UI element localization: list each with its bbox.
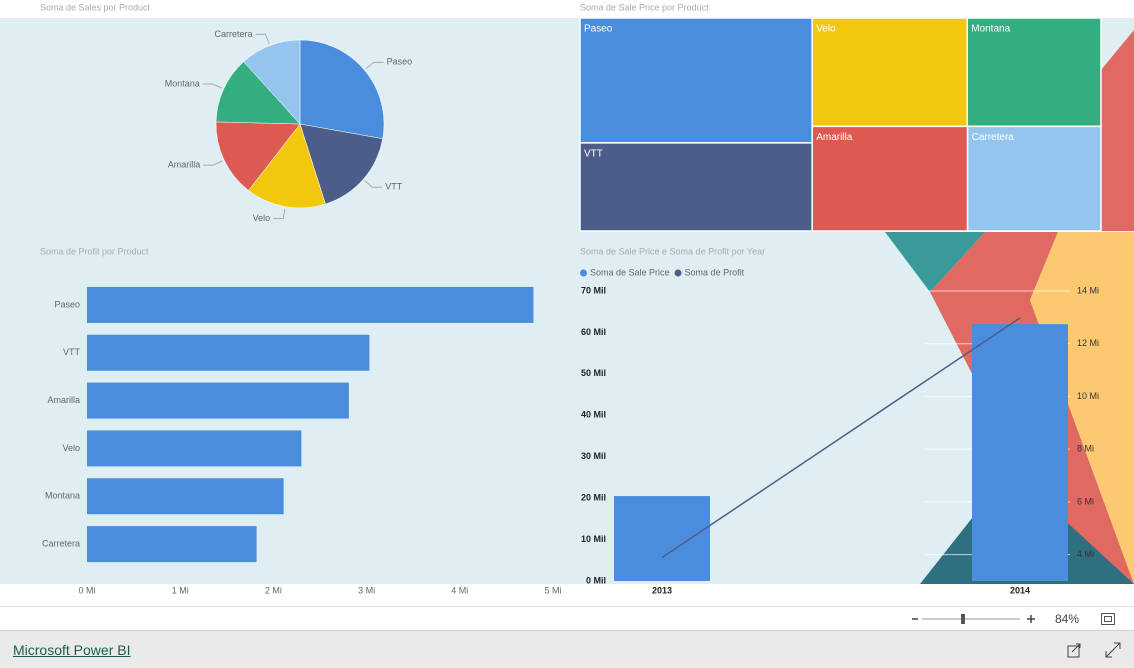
- y2-tick-label: 8 Mi: [1077, 444, 1094, 454]
- y-tick-label: 10 Mil: [581, 534, 606, 544]
- x-tick-label: 3 Mi: [358, 585, 375, 595]
- y-tick-label: Velo: [62, 443, 80, 453]
- bar: [87, 526, 257, 563]
- bg-shape: [885, 232, 985, 292]
- y-tick-label: Carretera: [42, 538, 80, 548]
- chart-title: Soma de Sale Price por Product: [580, 2, 709, 12]
- bar: [972, 324, 1068, 581]
- footer: Microsoft Power BI: [0, 630, 1134, 668]
- x-tick-label: 4 Mi: [451, 585, 468, 595]
- chart-title: Soma de Sale Price e Soma de Profit por …: [580, 246, 765, 256]
- pie-label: VTT: [385, 182, 403, 192]
- legend-label: Soma de Profit: [685, 267, 745, 277]
- y2-tick-label: 14 Mi: [1077, 285, 1099, 295]
- y-tick-label: 30 Mil: [581, 451, 606, 461]
- bar: [87, 478, 284, 515]
- treemap-label: VTT: [584, 149, 603, 160]
- y-tick-label: VTT: [63, 347, 81, 357]
- leader-line: [203, 160, 223, 166]
- leader-line: [365, 61, 384, 70]
- y-tick-label: Montana: [45, 491, 80, 501]
- leader-line: [273, 208, 286, 220]
- leader-line: [255, 33, 270, 44]
- fit-button[interactable]: [1100, 612, 1116, 626]
- line-series: [661, 317, 1021, 559]
- y-tick-label: 60 Mil: [581, 327, 606, 337]
- y2-tick-label: 6 Mi: [1077, 496, 1094, 506]
- y-tick-label: Amarilla: [47, 395, 80, 405]
- x-tick-label: 2014: [1010, 585, 1030, 595]
- y2-tick-label: 12 Mi: [1077, 338, 1099, 348]
- pie-label: Velo: [253, 213, 271, 223]
- pie-slice: [299, 39, 385, 139]
- x-tick-label: 2 Mi: [265, 585, 282, 595]
- x-tick-label: 1 Mi: [172, 585, 189, 595]
- pie-slice: [215, 121, 301, 191]
- treemap-label: Velo: [816, 24, 836, 35]
- report-canvas: Soma de Sales por Product Soma de Sale P…: [0, 2, 1134, 596]
- pie-slice: [243, 39, 301, 125]
- bar: [87, 334, 370, 371]
- footer-icons[interactable]: [1066, 641, 1126, 661]
- legend-marker: [580, 269, 587, 277]
- treemap-cell: [966, 17, 1102, 128]
- leader-line: [364, 180, 383, 188]
- y-tick-label: 40 Mil: [581, 410, 606, 420]
- treemap-label: Paseo: [584, 24, 613, 35]
- treemap-label: Carretera: [972, 132, 1015, 143]
- brand-link[interactable]: Microsoft Power BI: [13, 642, 131, 658]
- y-tick-label: 0 Mil: [586, 575, 606, 585]
- y-tick-label: 70 Mil: [581, 285, 606, 295]
- y2-tick-label: 10 Mi: [1077, 391, 1099, 401]
- y-tick-label: Paseo: [54, 299, 80, 309]
- pie-label: Montana: [165, 78, 200, 88]
- bar: [87, 382, 349, 419]
- chart-title: Soma de Profit por Product: [40, 246, 149, 256]
- chart-title: Soma de Sales por Product: [40, 2, 151, 12]
- bar: [87, 430, 302, 467]
- zoom-bar: 84%: [0, 606, 1134, 631]
- bar: [614, 496, 710, 581]
- treemap-label: Montana: [971, 24, 1010, 35]
- treemap-cell: [579, 17, 813, 144]
- zoom-level: 84%: [1055, 612, 1080, 626]
- pie-slice: [215, 61, 301, 125]
- pie-slice: [299, 123, 383, 205]
- y2-tick-label: 4 Mi: [1077, 549, 1094, 559]
- zoom-slider[interactable]: [908, 607, 1048, 631]
- y-tick-label: 50 Mil: [581, 368, 606, 378]
- leader-line: [202, 83, 223, 89]
- pie-label: Carretera: [214, 29, 252, 39]
- treemap-cell: [579, 142, 813, 232]
- bg-shape: [1030, 232, 1134, 584]
- x-tick-label: 5 Mi: [544, 585, 561, 595]
- y-tick-label: 20 Mil: [581, 493, 606, 503]
- pie-label: Amarilla: [168, 160, 201, 170]
- treemap-label: Amarilla: [816, 132, 853, 143]
- pie-label: Paseo: [387, 57, 413, 67]
- bar: [87, 286, 534, 323]
- bg-shape: [1101, 30, 1134, 231]
- treemap-cell: [811, 125, 969, 232]
- x-tick-label: 2013: [652, 585, 672, 595]
- treemap-cell: [811, 17, 968, 128]
- legend-marker: [674, 269, 682, 277]
- treemap-cell: [966, 125, 1102, 232]
- legend-label: Soma de Sale Price: [590, 267, 670, 277]
- x-tick-label: 0 Mi: [78, 585, 95, 595]
- pie-slice: [248, 123, 326, 209]
